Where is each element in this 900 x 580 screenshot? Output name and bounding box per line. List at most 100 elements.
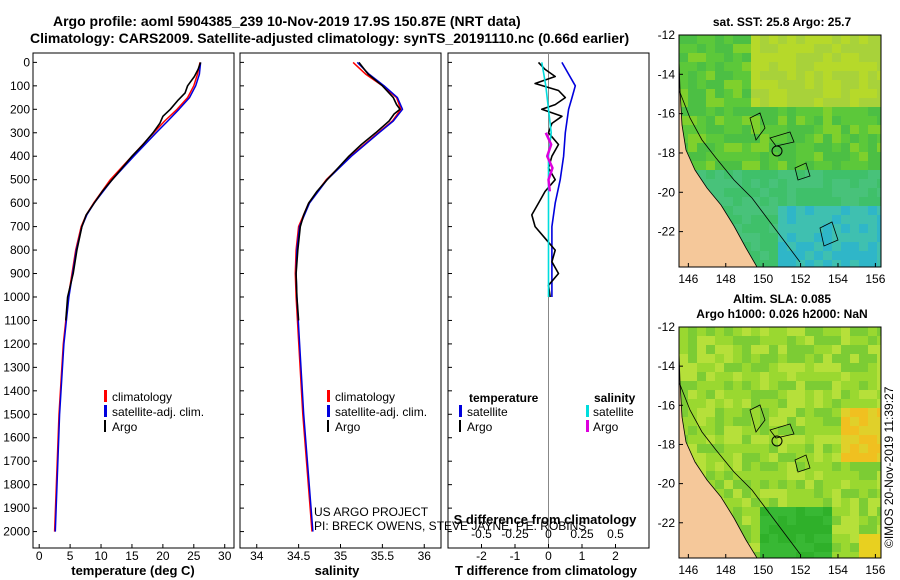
map-cell [697,44,707,54]
map-cell [859,71,869,81]
map-cell [796,143,806,153]
map-cell [751,206,761,216]
map-cell [805,408,815,418]
map-cell [724,53,734,63]
map-cell [841,498,851,508]
map-cell [859,206,869,216]
map-cell [688,134,698,144]
map-cell [859,408,869,418]
map-cell [769,188,779,198]
map-cell [733,381,743,391]
map-cell [823,134,833,144]
map-cell [742,161,752,171]
map-cell [850,489,860,499]
map-cell [841,345,851,355]
map-cell [850,435,860,445]
map-cell [733,444,743,454]
legend-swatch-t-argo [459,420,461,432]
map-cell [877,62,881,72]
map-cell [868,408,878,418]
map-cell [832,489,842,499]
map-cell [751,53,761,63]
map-cell [850,408,860,418]
series-t-argo-line [530,61,567,298]
map-cell [706,71,716,81]
map-cell [868,543,878,553]
map-cell [805,426,815,436]
map-cell [769,161,779,171]
map-cell [706,80,716,90]
map-cell [715,107,725,117]
map-cell [742,345,752,355]
map-cell [751,417,761,427]
map-cell [769,98,779,108]
map-cell [760,125,770,135]
map-cell [742,116,752,126]
map-cell [868,498,878,508]
map-cell [778,345,788,355]
map-cell [850,345,860,355]
map-cell [868,197,878,207]
map-cell [868,372,878,382]
x-tick-label: 36 [418,549,432,563]
map-cell [877,534,881,544]
map-cell [715,390,725,400]
map-cell [877,224,881,234]
map-cell [859,161,869,171]
map-cell [823,62,833,72]
map-cell [742,435,752,445]
map-cell [868,552,878,558]
map-cell [805,489,815,499]
map-cell [832,444,842,454]
map-cell [715,489,725,499]
map-cell [724,143,734,153]
map-cell [715,44,725,54]
map-cell [859,372,869,382]
map-cell [796,336,806,346]
map-cell [832,44,842,54]
map-cell [733,408,743,418]
map-cell [868,71,878,81]
map-cell [877,260,881,267]
map-cell [742,134,752,144]
map-cell [850,116,860,126]
map-cell [724,80,734,90]
map-cell [850,372,860,382]
legend-swatch-climatology [327,390,330,402]
map-cell [760,35,770,45]
map-cell [868,453,878,463]
map-cell [715,161,725,171]
map-cell [733,215,743,225]
map-cell [832,543,842,553]
map-cell [715,197,725,207]
map-cell [769,471,779,481]
map-cell [706,35,716,45]
map-cell [823,188,833,198]
map-cell [841,35,851,45]
map-cell [859,98,869,108]
map-cell [859,260,869,267]
x-tick-label: 35 [334,549,348,563]
map-cell [805,233,815,243]
map-cell [769,327,779,337]
map-cell [823,552,833,558]
map-cell [733,161,743,171]
map-cell [805,534,815,544]
map-x-tick-label: 156 [865,563,885,577]
map-cell [751,143,761,153]
map-cell [751,534,761,544]
map-cell [796,116,806,126]
map-cell [760,525,770,535]
map-x-tick-label: 148 [716,272,736,286]
map-cell [823,372,833,382]
map-cell [706,143,716,153]
map-cell [778,188,788,198]
map-cell [868,417,878,427]
map-cell [832,188,842,198]
legend-swatch-argo [327,420,329,432]
map-cell [796,206,806,216]
map-cell [760,224,770,234]
map-cell [733,345,743,355]
map-cell [841,233,851,243]
map-cell [823,345,833,355]
